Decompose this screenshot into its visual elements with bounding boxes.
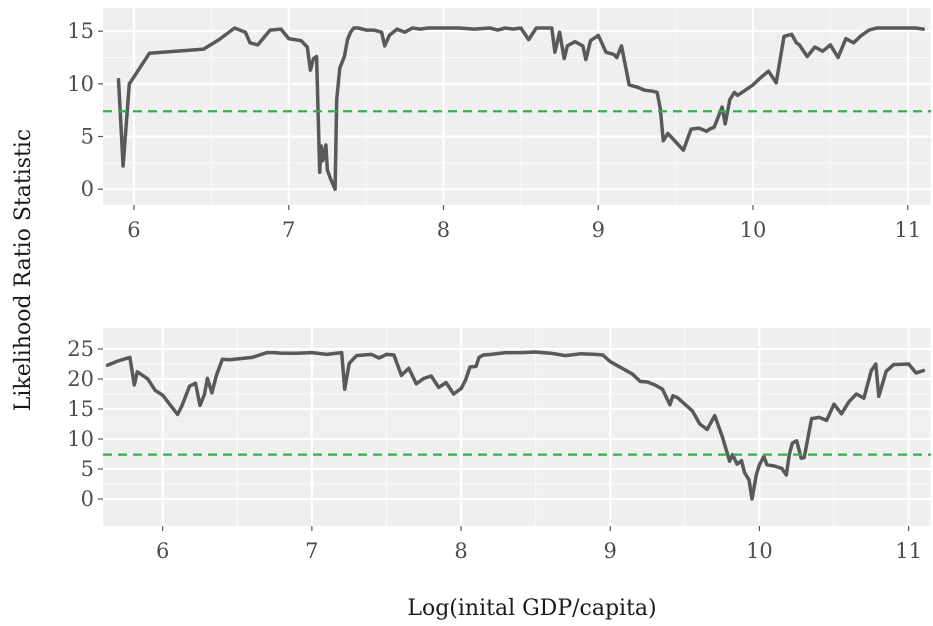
x-axis-label: Log(inital GDP/capita): [407, 596, 656, 621]
bottom-y-tick-label: 10: [67, 427, 94, 451]
top-x-tick-label: 8: [437, 218, 450, 242]
bottom-y-tick-label: 20: [67, 367, 94, 391]
top-x-tick-label: 10: [740, 218, 767, 242]
bottom-x-tick-label: 6: [156, 539, 169, 563]
bottom-x-tick-label: 10: [746, 539, 773, 563]
top-x-tick-label: 9: [592, 218, 605, 242]
bottom-y-tick-label: 15: [67, 397, 94, 421]
bottom-y-tick-label: 5: [81, 457, 94, 481]
bottom-x-tick-label: 9: [604, 539, 617, 563]
top-x-tick-label: 11: [894, 218, 921, 242]
bottom-x-tick-label: 7: [305, 539, 318, 563]
bottom-series-line-0: [105, 350, 926, 501]
bottom-x-tick-label: 11: [895, 539, 922, 563]
top-x-tick-label: 7: [282, 218, 295, 242]
bottom-y-tick-label: 0: [81, 487, 94, 511]
top-y-tick-label: 5: [81, 125, 94, 149]
top-y-tick-label: 15: [67, 19, 94, 43]
bottom-panel: 6 7 8 9 10 11 0 5 10 15 20 25: [67, 328, 931, 563]
top-panel-background: [103, 8, 931, 205]
top-y-tick-label: 0: [81, 177, 94, 201]
y-axis-label: Likelihood Ratio Statistic: [11, 129, 36, 412]
top-y-tick-label: 10: [67, 72, 94, 96]
bottom-panel-background: [103, 328, 931, 526]
bottom-y-tick-label: 25: [67, 337, 94, 361]
bottom-x-tick-label: 8: [454, 539, 467, 563]
top-panel: 6 7 8 9 10 11 0 5 10 15: [67, 8, 931, 242]
top-x-tick-label: 6: [127, 218, 140, 242]
top-series-line-0: [116, 26, 926, 191]
